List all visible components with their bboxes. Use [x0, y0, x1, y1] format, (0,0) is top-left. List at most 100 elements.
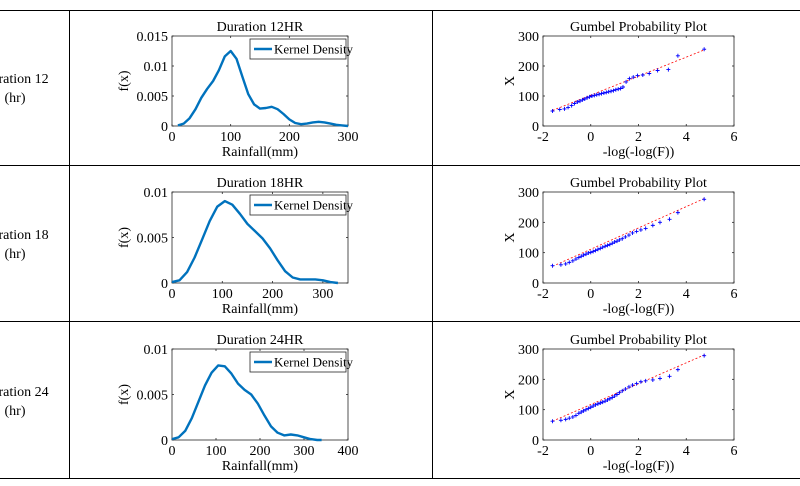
data-point — [610, 395, 615, 400]
data-point — [573, 413, 578, 418]
x-tick-label: 6 — [731, 444, 738, 459]
data-point — [624, 79, 629, 84]
legend: Kernel Density — [249, 351, 354, 373]
row-label-line1: Duration 18 — [0, 228, 49, 243]
data-point — [702, 353, 707, 358]
data-point — [567, 260, 572, 265]
y-tick-label: 0.01 — [144, 343, 169, 358]
row-label-duration-18: Duration 18 (hr) — [0, 226, 70, 264]
data-point — [550, 109, 555, 113]
data-point — [617, 390, 622, 395]
x-axis-label: -log(-log(F)) — [603, 302, 675, 317]
chart-1: 0 100 200 300 0 0.005 0.01 0.015 Duration 12HR Ra… — [117, 20, 359, 160]
y-axis-label: f(x) — [117, 384, 132, 405]
data-point — [606, 89, 611, 94]
kernel-density-line — [177, 49, 349, 128]
x-tick-label: 300 — [312, 287, 333, 302]
data-point — [640, 73, 645, 77]
row-label-duration-12: Duration 12 (hr) — [0, 70, 70, 108]
y-tick-label: 200 — [518, 216, 539, 231]
data-point — [563, 417, 568, 422]
data-point — [579, 410, 584, 415]
row-label-line1: Duration 12 — [0, 72, 49, 87]
data-point — [631, 75, 636, 80]
data-point — [576, 255, 581, 260]
plot-area — [542, 191, 735, 284]
data-point — [615, 239, 620, 244]
data-point — [550, 419, 555, 424]
x-tick-label: -2 — [537, 444, 549, 459]
x-axis-label: -log(-log(F)) — [603, 145, 675, 160]
data-point — [626, 233, 631, 238]
y-axis-label: X — [503, 76, 518, 86]
data-point — [643, 226, 648, 231]
x-tick-label: 200 — [262, 287, 283, 302]
data-point — [667, 374, 672, 379]
y-axis-label: f(x) — [117, 227, 132, 248]
data-point — [634, 381, 639, 386]
legend-label: Kernel Density — [274, 355, 354, 370]
plot-area — [542, 348, 735, 441]
data-point — [650, 377, 655, 382]
data-point — [607, 242, 612, 247]
data-point — [575, 100, 580, 104]
x-tick-label: 0 — [587, 130, 594, 145]
y-tick-label: 0 — [161, 277, 168, 292]
chart-title: Gumbel Probability Plot — [570, 20, 707, 35]
x-tick-label: 0 — [587, 287, 594, 302]
data-point — [630, 383, 635, 388]
x-tick-label: -2 — [537, 130, 549, 145]
y-tick-label: 0 — [161, 434, 168, 449]
data-point — [562, 106, 567, 111]
data-point — [638, 379, 643, 384]
x-tick-label: 2 — [635, 130, 642, 145]
data-point — [600, 245, 605, 250]
data-point — [593, 248, 598, 253]
data-point — [635, 73, 640, 78]
x-tick-label: 0 — [169, 444, 176, 459]
data-point — [570, 258, 575, 263]
x-tick-label: 0 — [587, 444, 594, 459]
data-point — [579, 254, 584, 259]
data-point — [572, 101, 577, 106]
y-tick-label: 200 — [518, 60, 539, 75]
y-tick-label: 200 — [518, 373, 539, 388]
y-tick-label: 300 — [518, 30, 539, 45]
y-tick-label: 0.015 — [137, 30, 169, 45]
data-point — [616, 87, 621, 92]
data-point — [580, 97, 585, 102]
data-point — [626, 384, 631, 389]
chart-title: Duration 24HR — [217, 333, 304, 348]
y-tick-label: 100 — [518, 90, 539, 105]
x-tick-label: 0 — [169, 130, 176, 145]
x-axis-label: -log(-log(F)) — [603, 459, 675, 474]
data-point — [558, 418, 563, 423]
legend-box — [249, 38, 347, 60]
y-tick-label: 300 — [518, 186, 539, 201]
data-point — [657, 220, 662, 225]
data-point — [603, 244, 608, 249]
y-tick-label: 0.005 — [137, 90, 169, 105]
chart-title: Gumbel Probability Plot — [570, 176, 707, 191]
y-axis-label: f(x) — [117, 70, 132, 91]
data-point — [578, 99, 583, 104]
y-tick-label: 0.005 — [137, 232, 169, 247]
data-point — [576, 411, 581, 416]
data-point — [675, 367, 680, 372]
x-axis-label: Rainfall(mm) — [222, 145, 299, 160]
x-tick-label: 4 — [683, 444, 690, 459]
data-point — [594, 92, 599, 97]
row-label-line1: Duration 24 — [0, 385, 49, 400]
data-point — [566, 105, 571, 110]
data-point — [563, 261, 568, 266]
data-point — [569, 103, 574, 108]
data-point — [585, 95, 590, 100]
y-tick-label: 0.01 — [144, 60, 169, 75]
data-point — [582, 97, 587, 101]
data-point — [702, 47, 707, 52]
data-point — [550, 263, 555, 268]
row-label-duration-24: Duration 24 (hr) — [0, 383, 70, 421]
kernel-density-line — [171, 364, 322, 442]
legend-label: Kernel Density — [274, 198, 354, 213]
